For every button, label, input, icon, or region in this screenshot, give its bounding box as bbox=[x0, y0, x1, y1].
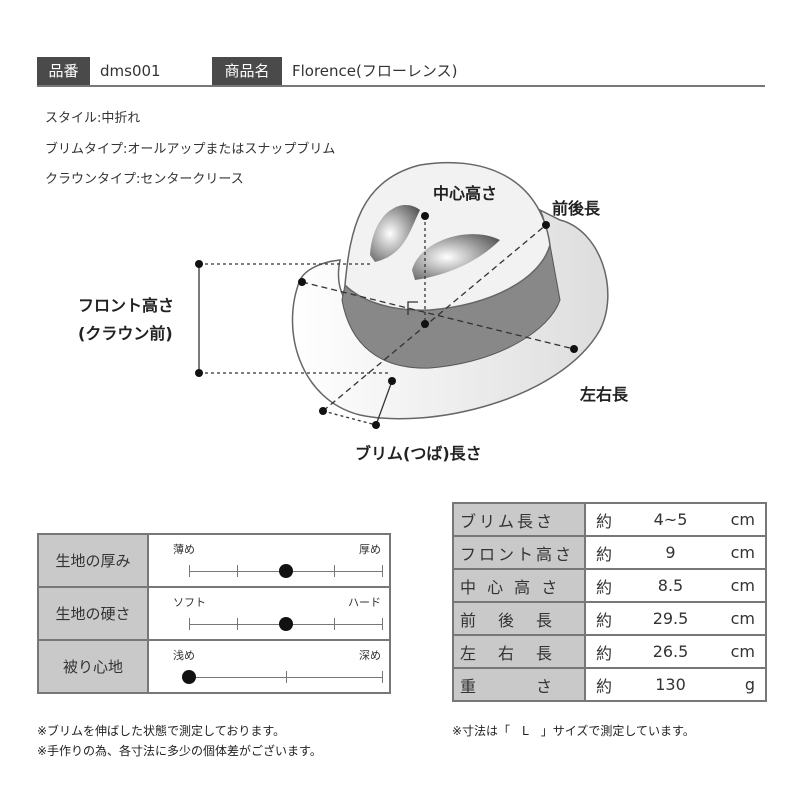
approx-label: 約 bbox=[584, 535, 626, 570]
name-value: Florence(フローレンス) bbox=[292, 62, 458, 80]
front-height-sublabel: (クラウン前) bbox=[78, 324, 173, 343]
approx-label: 約 bbox=[584, 601, 626, 636]
scale-max: ハード bbox=[348, 596, 381, 609]
size-value: 8.5 bbox=[626, 568, 715, 603]
crown-type-info: クラウンタイプ:センタークリース bbox=[45, 172, 244, 187]
size-label: ブリム長さ bbox=[452, 502, 586, 537]
size-label: フロント高さ bbox=[452, 535, 586, 570]
size-value: 4~5 bbox=[626, 502, 715, 537]
note-size: ※寸法は「 L 」サイズで測定しています。 bbox=[452, 724, 695, 738]
scale-tick bbox=[189, 618, 190, 630]
scale-tick bbox=[237, 565, 239, 577]
scale-min: 浅め bbox=[173, 649, 195, 662]
left-right-label: 左右長 bbox=[580, 385, 629, 404]
code-label: 品番 bbox=[37, 57, 90, 85]
scale-tick bbox=[382, 565, 383, 577]
approx-label: 約 bbox=[584, 667, 626, 702]
note-brim: ※ブリムを伸ばした状態で測定しております。 bbox=[37, 724, 286, 738]
brim-length-label: ブリム(つば)長さ bbox=[355, 444, 482, 463]
size-row: 左 右 長 約 26.5 cm bbox=[452, 634, 767, 669]
feel-row: 生地の厚み 薄め 厚め bbox=[37, 533, 391, 588]
code-value: dms001 bbox=[100, 62, 161, 80]
scale-tick bbox=[333, 565, 335, 577]
size-label: 左 右 長 bbox=[452, 634, 586, 669]
feel-row: 生地の硬さ ソフト ハード bbox=[37, 586, 391, 641]
size-value: 9 bbox=[626, 535, 715, 570]
style-info: スタイル:中折れ bbox=[45, 111, 141, 126]
fabric-feel-table: 生地の厚み 薄め 厚め 生地の硬さ ソフト ハード 被り心地 浅め 深め bbox=[37, 533, 391, 694]
scale-tick bbox=[237, 618, 239, 630]
size-unit: cm bbox=[715, 601, 767, 636]
size-value: 130 bbox=[626, 667, 715, 702]
size-value: 26.5 bbox=[626, 634, 715, 669]
scale-tick bbox=[382, 671, 383, 683]
front-back-label: 前後長 bbox=[552, 199, 601, 218]
scale-tick bbox=[333, 618, 335, 630]
front-height-label: フロント高さ bbox=[78, 296, 175, 315]
size-label: 重 さ bbox=[452, 667, 586, 702]
size-row: ブリム長さ 約 4~5 cm bbox=[452, 502, 767, 537]
size-row: 重 さ 約 130 g bbox=[452, 667, 767, 702]
scale-tick bbox=[189, 565, 190, 577]
size-unit: cm bbox=[715, 634, 767, 669]
scale-marker bbox=[278, 564, 293, 578]
hat-crown bbox=[344, 161, 551, 311]
crown-dent-left bbox=[370, 205, 420, 262]
size-value: 29.5 bbox=[626, 601, 715, 636]
scale-min: 薄め bbox=[173, 543, 195, 556]
size-row: フロント高さ 約 9 cm bbox=[452, 535, 767, 570]
size-unit: g bbox=[715, 667, 767, 702]
name-label: 商品名 bbox=[212, 57, 282, 85]
scale-tick bbox=[285, 671, 287, 683]
size-unit: cm bbox=[715, 568, 767, 603]
hat-diagram bbox=[195, 161, 609, 429]
feel-label: 被り心地 bbox=[37, 639, 149, 694]
feel-label: 生地の硬さ bbox=[37, 586, 149, 641]
size-label: 前 後 長 bbox=[452, 601, 586, 636]
feel-label: 生地の厚み bbox=[37, 533, 149, 588]
size-row: 前 後 長 約 29.5 cm bbox=[452, 601, 767, 636]
header-divider bbox=[37, 85, 765, 87]
feel-row: 被り心地 浅め 深め bbox=[37, 639, 391, 694]
scale-tick bbox=[382, 618, 383, 630]
brim-type-info: ブリムタイプ:オールアップまたはスナップブリム bbox=[45, 142, 336, 157]
size-table: ブリム長さ 約 4~5 cm フロント高さ 約 9 cm 中 心 高 さ 約 8.5… bbox=[452, 502, 767, 702]
center-height-label: 中心高さ bbox=[433, 184, 498, 203]
approx-label: 約 bbox=[584, 634, 626, 669]
approx-label: 約 bbox=[584, 568, 626, 603]
scale-marker bbox=[182, 670, 196, 684]
size-row: 中 心 高 さ 約 8.5 cm bbox=[452, 568, 767, 603]
scale-max: 厚め bbox=[359, 543, 381, 556]
note-handmade: ※手作りの為、各寸法に多少の個体差がございます。 bbox=[37, 744, 322, 758]
size-unit: cm bbox=[715, 535, 767, 570]
scale-max: 深め bbox=[359, 649, 381, 662]
size-label: 中 心 高 さ bbox=[452, 568, 586, 603]
approx-label: 約 bbox=[584, 502, 626, 537]
crown-dent-right bbox=[412, 234, 500, 280]
scale-min: ソフト bbox=[173, 596, 206, 609]
size-unit: cm bbox=[715, 502, 767, 537]
scale-marker bbox=[278, 617, 293, 631]
